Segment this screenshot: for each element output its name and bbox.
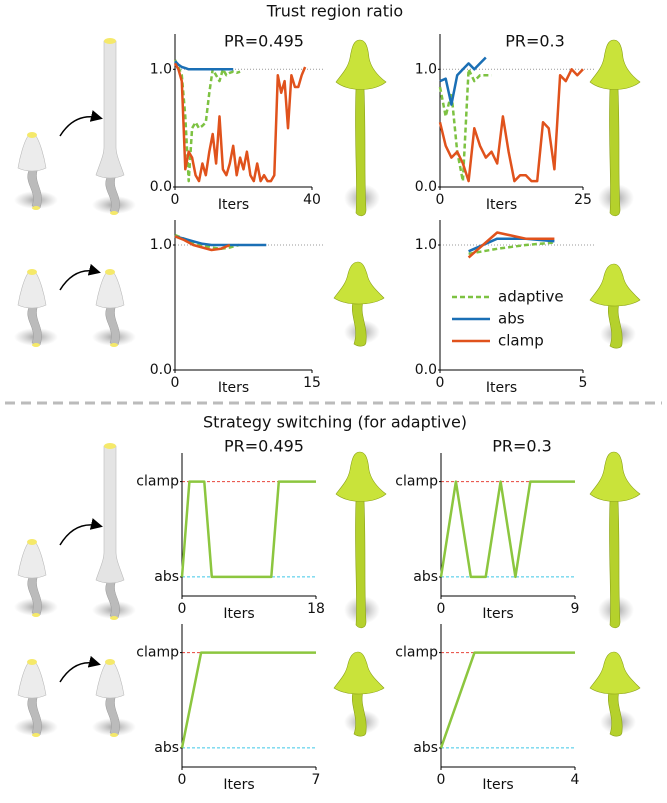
series-line [468,241,555,256]
x-tick-label: 0 [178,601,187,617]
y-tick-label: 1.0 [415,237,437,253]
x-tick-label: 9 [571,601,580,617]
chart-title: PR=0.3 [505,32,565,51]
x-tick-label: 0 [436,375,445,391]
y-tick-label: 0.0 [150,362,172,378]
series-line [174,60,234,71]
y-tick-label: clamp [136,474,179,490]
x-tick-label: 0 [437,601,446,617]
series-line [180,480,316,579]
x-axis-label: Iters [223,606,254,622]
x-axis-label: Iters [482,777,513,793]
x-tick-label: 5 [579,375,588,391]
y-tick-label: 0.0 [415,179,437,195]
arrow [59,263,101,291]
x-tick-label: 0 [436,192,445,208]
mesh-input [13,131,59,211]
mesh-result [589,263,641,349]
y-tick-label: 0.0 [415,362,437,378]
chart-title: PR=0.495 [224,437,304,456]
mesh-result [589,651,641,737]
x-tick-label: 40 [303,192,321,208]
x-axis-label: Iters [486,380,517,396]
section-title: Strategy switching (for adaptive) [203,413,467,432]
section-title: Trust region ratio [266,2,403,21]
mesh-stretched [91,37,137,216]
mesh-input [13,268,59,348]
mesh-input [13,538,59,618]
mesh-result [335,451,387,629]
y-tick-label: 0.0 [150,179,172,195]
series-line [439,651,575,749]
chart-title: PR=0.495 [224,32,304,51]
legend-label: abs [498,310,525,328]
x-tick-label: 15 [303,375,321,391]
x-axis-label: Iters [218,197,249,213]
mesh-result [335,39,387,217]
series-line [174,235,231,252]
series-line [438,68,584,183]
mesh-target [91,658,137,738]
series-line [173,62,307,183]
x-axis-label: Iters [486,197,517,213]
series-line [174,233,240,251]
y-tick-label: 1.0 [150,61,172,77]
mesh-target [91,268,137,348]
x-tick-label: 0 [437,772,446,788]
series-line [439,480,575,579]
y-tick-label: 1.0 [150,237,172,253]
x-axis-label: Iters [223,777,254,793]
mesh-result [333,261,385,347]
series-line [467,231,555,259]
mesh-result [589,451,641,629]
series-line [439,56,487,106]
arrow [59,110,103,137]
arrow [59,655,101,683]
y-tick-label: clamp [395,474,438,490]
series-line [180,651,316,749]
y-tick-label: abs [154,740,179,756]
y-tick-label: 1.0 [415,61,437,77]
arrow [59,518,103,546]
legend-label: clamp [498,332,544,350]
y-tick-label: clamp [136,645,179,661]
y-tick-label: abs [413,740,438,756]
series-line [173,59,241,183]
y-tick-label: abs [154,569,179,585]
x-tick-label: 0 [178,772,187,788]
x-tick-label: 0 [171,375,180,391]
x-axis-label: Iters [482,606,513,622]
mesh-result [589,39,641,217]
mesh-result [333,651,385,737]
x-tick-label: 25 [574,192,592,208]
y-tick-label: abs [413,569,438,585]
x-tick-label: 18 [307,601,325,617]
x-tick-label: 4 [571,772,580,788]
x-axis-label: Iters [218,380,249,396]
series-line [174,235,267,247]
chart-title: PR=0.3 [492,437,552,456]
x-tick-label: 0 [171,192,180,208]
mesh-input [13,658,59,738]
mesh-stretched [91,442,137,621]
x-tick-label: 7 [312,772,321,788]
series-line [438,68,492,183]
y-tick-label: clamp [395,645,438,661]
legend-label: adaptive [498,288,564,306]
